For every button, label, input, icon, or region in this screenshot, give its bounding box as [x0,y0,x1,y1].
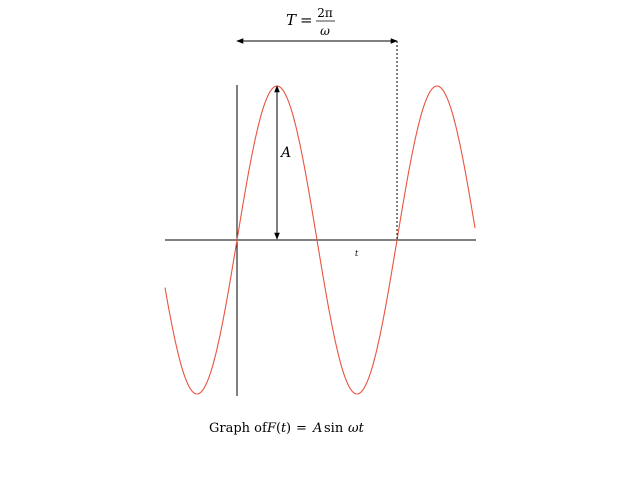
caption-paren-close: ) [286,421,291,436]
period-formula: T = 2π ω [286,6,335,38]
period-denominator: ω [320,24,330,38]
time-axis-label: t [355,249,359,258]
period-symbol: T [286,11,297,29]
caption-function-name: F [266,421,277,436]
caption-paren-open: ( [276,421,281,436]
sine-curve [164,85,476,395]
caption-sin: sin [324,421,344,436]
period-numerator: 2π [317,6,333,20]
caption-equals: = [296,421,307,436]
caption-arg: t [281,421,287,436]
caption-omega-t: ωt [348,421,365,436]
caption-prefix: Graph of [209,421,268,436]
period-equals-sign: = [300,11,313,29]
diagram-caption: Graph of F ( t ) = A sin ωt [209,421,365,436]
caption-amplitude: A [312,421,322,436]
amplitude-label: A [279,145,291,161]
